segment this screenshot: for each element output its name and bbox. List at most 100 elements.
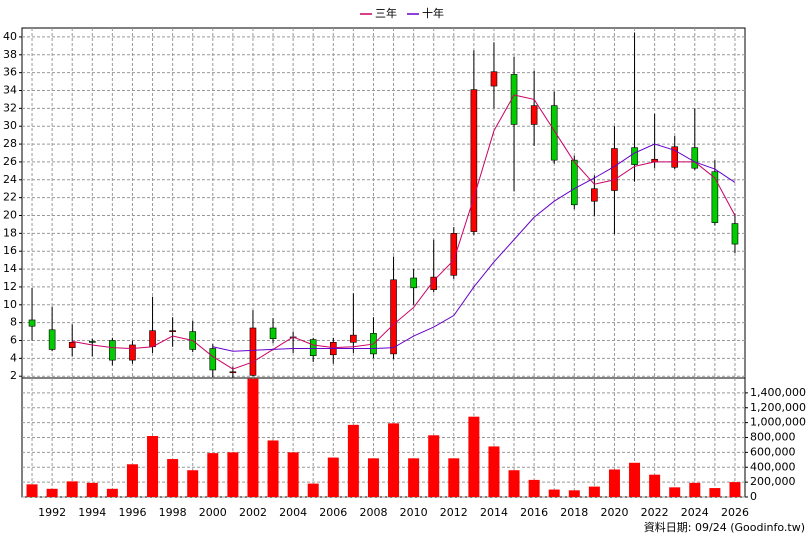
volume-bar [126, 464, 138, 497]
y-tick-label: 4 [10, 351, 17, 364]
y-tick-label: 6 [10, 334, 17, 347]
volume-bar [367, 458, 379, 497]
x-tick-label: 2012 [440, 506, 468, 519]
volume-bar [187, 470, 199, 497]
volume-bar [508, 470, 520, 497]
volume-bar [46, 488, 58, 497]
x-tick-label: 2010 [400, 506, 428, 519]
candle-body [269, 327, 277, 340]
x-tick-label: 2026 [721, 506, 749, 519]
candle-body [430, 276, 438, 290]
legend-label: 十年 [422, 6, 444, 20]
y-tick-label: 10 [3, 298, 17, 311]
candle-body [671, 146, 679, 168]
volume-bar [247, 378, 259, 497]
x-tick-label: 2014 [480, 506, 508, 519]
y-tick-label: 8 [10, 316, 17, 329]
candle-body [229, 371, 237, 374]
moving-average-line [72, 94, 736, 370]
x-tick-label: 2020 [600, 506, 628, 519]
y2-tick-label: 1,200,000 [750, 401, 806, 414]
y2-tick-label: 800,000 [750, 431, 796, 444]
candle-body [550, 105, 558, 161]
candle-body [350, 334, 357, 343]
volume-bar [307, 483, 319, 497]
y-tick-label: 32 [3, 101, 17, 114]
y-tick-label: 14 [3, 262, 17, 275]
x-tick-label: 1998 [159, 506, 187, 519]
candle-body [591, 188, 598, 202]
volume-bar [689, 482, 701, 497]
candle-body [169, 330, 176, 332]
candle-body [450, 233, 458, 276]
x-tick-label: 2002 [239, 506, 267, 519]
volume-bar [287, 452, 299, 497]
y-tick-label: 16 [3, 244, 17, 257]
volume-bar [388, 423, 400, 497]
candle-body [309, 339, 317, 356]
candle-body [490, 71, 498, 87]
volume-bar [568, 490, 580, 497]
candle-body [611, 148, 618, 191]
x-tick-label: 2004 [279, 506, 307, 519]
candle-body [109, 340, 116, 361]
candle-body [470, 89, 478, 232]
y2-tick-label: 0 [750, 490, 757, 503]
volume-bar [729, 482, 741, 497]
candle-body [631, 147, 638, 165]
candle-body [711, 171, 719, 223]
source-note: 資料日期: 09/24 (Goodinfo.tw) [644, 520, 805, 534]
volume-bar [106, 488, 118, 497]
x-tick-label: 2016 [520, 506, 548, 519]
candle-body [570, 159, 578, 206]
y-tick-label: 22 [3, 191, 17, 204]
volume-bar [468, 416, 480, 497]
y-tick-label: 26 [3, 155, 17, 168]
volume-bar [548, 489, 560, 497]
price-frame [21, 27, 746, 379]
x-tick-label: 2000 [199, 506, 227, 519]
volume-bar [649, 474, 661, 497]
x-tick-label: 2024 [681, 506, 709, 519]
y-tick-label: 20 [3, 209, 17, 222]
y-tick-label: 12 [3, 280, 17, 293]
y2-tick-label: 200,000 [750, 475, 796, 488]
candle-body [390, 279, 397, 355]
candle-body [731, 223, 739, 245]
y-tick-label: 30 [3, 119, 17, 132]
candle-body [48, 329, 56, 350]
y-tick-label: 18 [3, 226, 17, 239]
candle-body [129, 344, 136, 361]
volume-bar [608, 469, 620, 497]
volume-bar [709, 488, 721, 497]
volume-bar [428, 435, 440, 497]
x-tick-label: 1994 [78, 506, 106, 519]
volume-bar [86, 482, 98, 497]
x-tick-label: 1996 [118, 506, 146, 519]
volume-bar [448, 458, 460, 497]
x-tick-label: 2008 [359, 506, 387, 519]
moving-average-line [212, 143, 736, 352]
volume-bar [629, 462, 641, 497]
volume-bar [227, 452, 239, 497]
y-tick-label: 40 [3, 30, 17, 43]
volume-bar [66, 481, 78, 497]
y-tick-label: 34 [3, 84, 17, 97]
volume-bar [26, 484, 38, 497]
candle-body [88, 341, 96, 343]
candle-body [68, 341, 76, 348]
y-tick-label: 24 [3, 173, 17, 186]
x-tick-label: 2006 [319, 506, 347, 519]
volume-bar [167, 459, 179, 497]
x-tick-label: 1992 [38, 506, 66, 519]
volume-bar [327, 457, 339, 497]
candle-body [410, 277, 417, 289]
candle-body [530, 105, 538, 125]
volume-bar [267, 440, 279, 497]
x-tick-label: 2018 [560, 506, 588, 519]
volume-bar [147, 436, 159, 497]
y2-tick-label: 400,000 [750, 460, 796, 473]
legend-label: 三年 [375, 6, 397, 20]
volume-bar [207, 453, 219, 497]
volume-bar [588, 486, 600, 497]
